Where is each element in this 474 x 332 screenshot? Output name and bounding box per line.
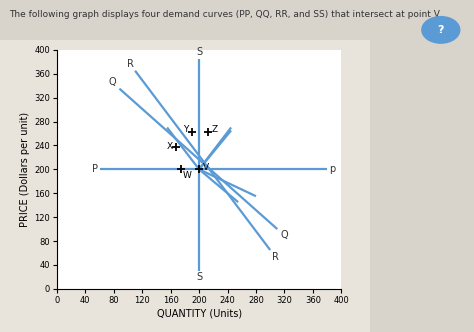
Text: P: P	[92, 164, 98, 174]
Text: V: V	[202, 163, 209, 172]
Text: R: R	[272, 252, 279, 262]
Text: Q: Q	[108, 77, 116, 87]
X-axis label: QUANTITY (Units): QUANTITY (Units)	[156, 309, 242, 319]
Text: W: W	[182, 171, 191, 180]
Text: S: S	[196, 272, 202, 282]
Text: X: X	[166, 142, 173, 151]
Text: S: S	[196, 47, 202, 57]
Y-axis label: PRICE (Dollars per unit): PRICE (Dollars per unit)	[20, 112, 30, 227]
Text: Z: Z	[211, 125, 217, 134]
Text: Y: Y	[183, 125, 189, 134]
Text: Q: Q	[281, 230, 289, 240]
Text: R: R	[127, 59, 134, 69]
Text: ?: ?	[438, 25, 444, 35]
Text: The following graph displays four demand curves (PP, QQ, RR, and SS) that inters: The following graph displays four demand…	[9, 10, 442, 19]
Text: p: p	[329, 164, 336, 174]
